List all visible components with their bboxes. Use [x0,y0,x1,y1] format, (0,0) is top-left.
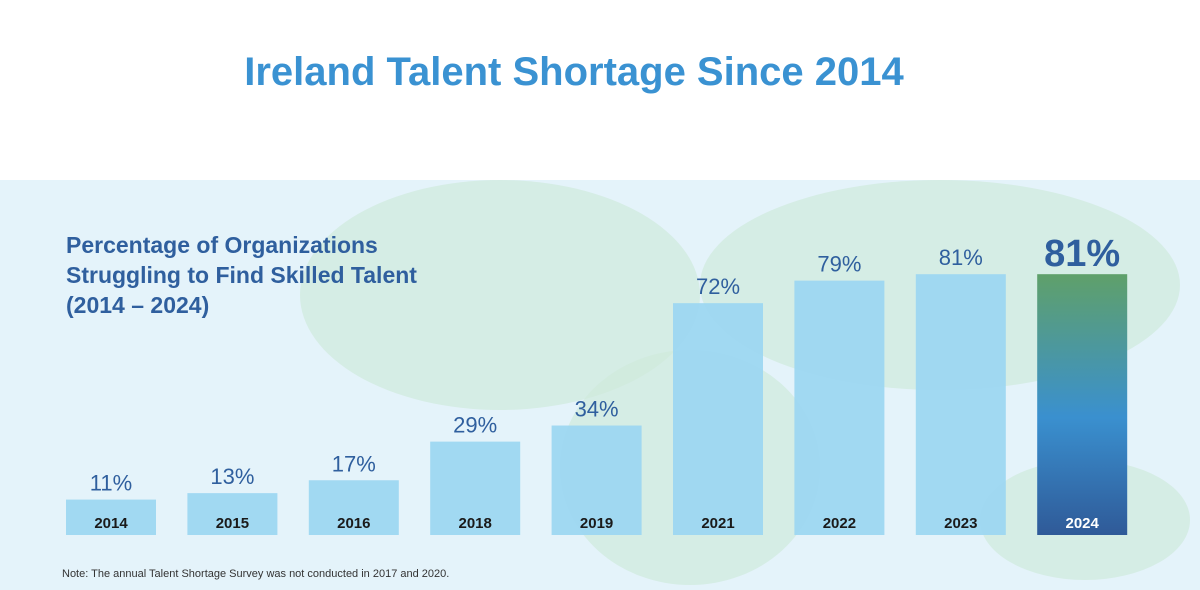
data-label-2014: 11% [90,471,132,496]
page-title: Ireland Talent Shortage Since 2014 [244,50,904,94]
bar-2016 [308,480,399,535]
chart-subtitle: Percentage of Organizations Struggling t… [66,232,417,318]
bar-2024 [1037,274,1128,535]
category-label-2014: 2014 [94,515,128,532]
data-label-2022: 79% [817,252,861,277]
data-label-2018: 29% [453,413,497,438]
footnote: Note: The annual Talent Shortage Survey … [62,568,450,580]
data-label-2019: 34% [575,397,619,422]
bar-2015 [187,493,278,535]
data-label-2015: 13% [210,464,254,489]
category-label-2024: 2024 [1066,515,1100,532]
category-label-2019: 2019 [580,515,613,532]
bar-2023 [915,274,1006,535]
bar-2014 [66,499,156,535]
category-label-2021: 2021 [701,515,734,532]
category-label-2015: 2015 [216,515,249,532]
data-label-2021: 72% [696,274,740,299]
data-label-2023: 81% [939,245,983,270]
category-label-2018: 2018 [459,515,492,532]
bar-2022 [794,280,885,535]
data-label-2024: 81% [1044,233,1120,275]
category-label-2023: 2023 [944,515,977,532]
category-label-2016: 2016 [337,515,370,532]
category-label-2022: 2022 [823,515,856,532]
data-label-2016: 17% [332,451,376,476]
bar-2021 [673,303,763,535]
bar-2018 [430,441,521,535]
bar-2019 [551,425,642,535]
